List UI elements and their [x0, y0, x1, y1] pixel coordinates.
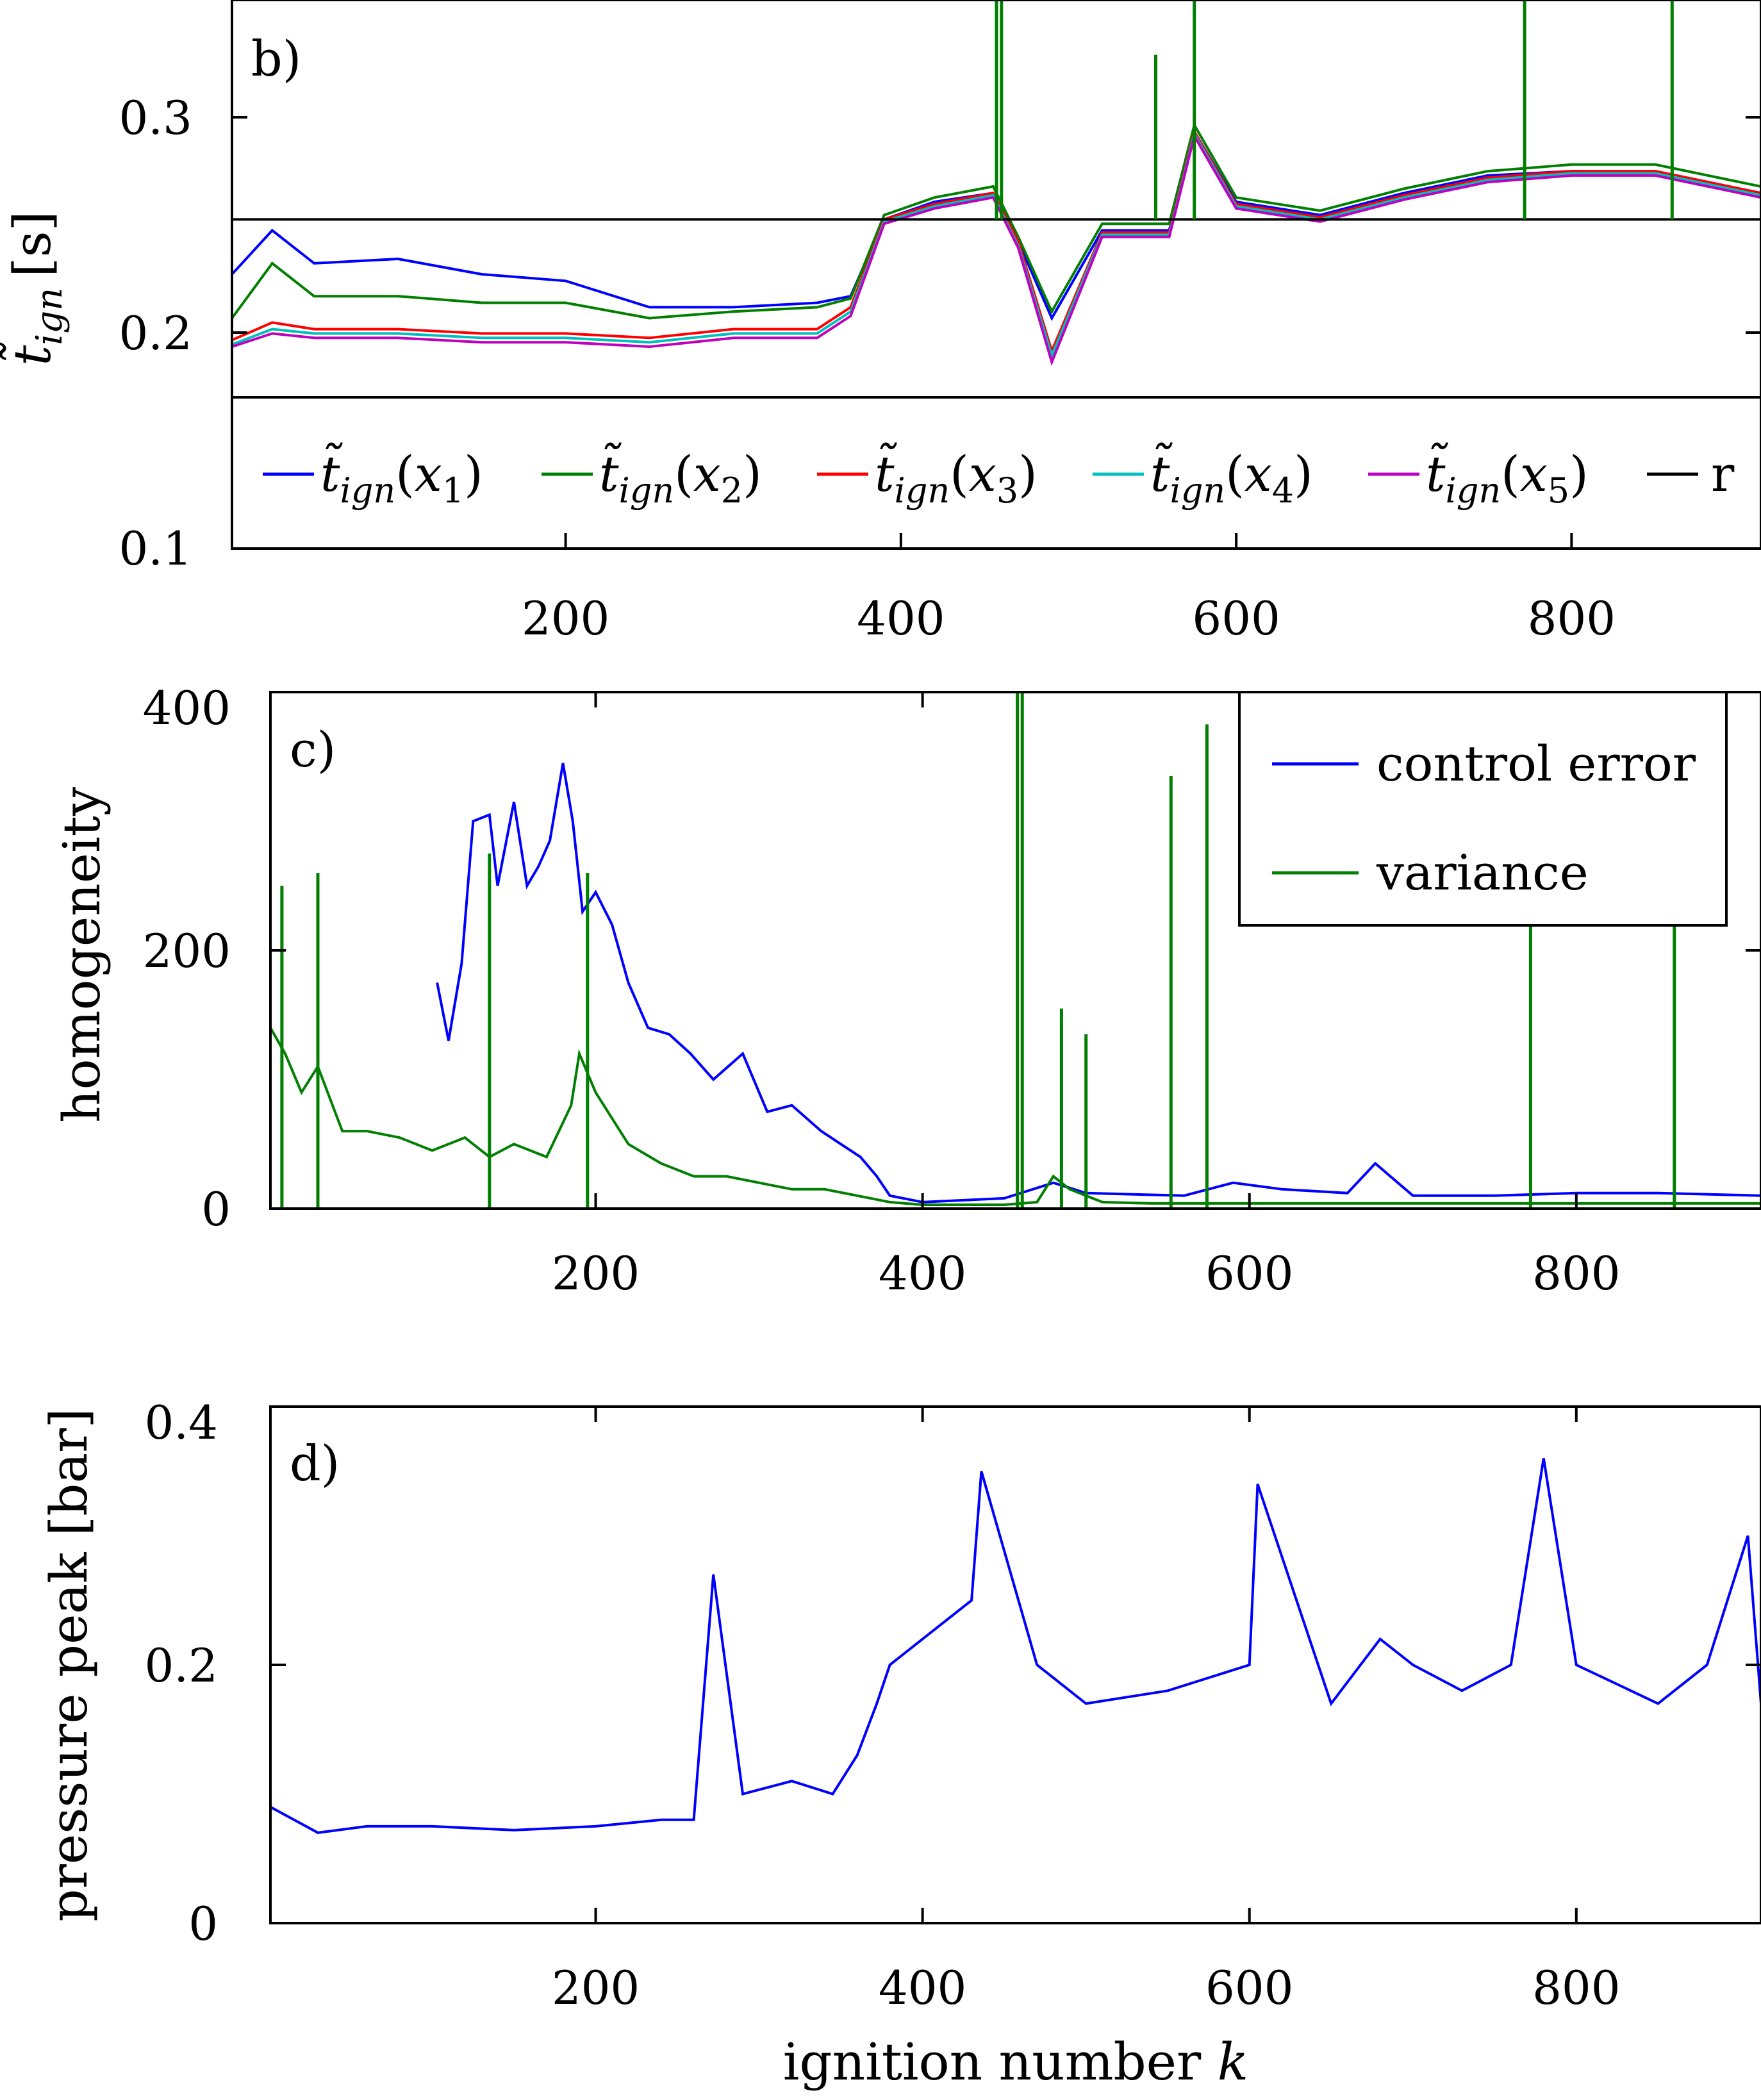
- panel-c-label: c): [290, 721, 336, 778]
- panel-d-xtick-label: 400: [879, 1961, 966, 2015]
- panel-c-series-line-2: [269, 1027, 1761, 1206]
- panel-c-xtick-label: 200: [552, 1246, 640, 1300]
- legend-entry-tign-x1: t̃ign(x1): [263, 442, 483, 511]
- panel-b-xticks: 200 400 600 800: [522, 533, 1616, 645]
- panel-c-ytick-label: 0: [201, 1182, 231, 1236]
- panel-d-ytick-label: 0.2: [144, 1639, 218, 1692]
- legend-label: t̃ign(x3): [875, 442, 1038, 511]
- panel-b-series-line-5: [231, 133, 1761, 367]
- panel-c-series: [269, 692, 1761, 1209]
- legend-entry-r: r: [1647, 445, 1735, 502]
- panel-d-xticks: 200 400 600 800: [552, 1407, 1621, 2015]
- panel-b-axes-frame: [231, 0, 1761, 550]
- panel-b-xtick-label: 200: [522, 591, 609, 645]
- panel-b-series-line-3: [231, 128, 1761, 355]
- panel-c-xtick-label: 600: [1205, 1246, 1293, 1300]
- panel-b-xtick-label: 800: [1528, 591, 1616, 645]
- panel-b-legend: t̃ign(x1) t̃ign(x2) t̃ign(x3) t̃ign(x4) …: [263, 442, 1735, 511]
- panel-d-series: [270, 1458, 1761, 1834]
- legend-label: t̃ign(x2): [599, 442, 762, 511]
- panel-b-xtick-label: 400: [857, 591, 945, 645]
- panel-d-xtick-label: 800: [1532, 1961, 1620, 2015]
- panel-c-series-line-1: [436, 763, 1761, 1203]
- panel-d-ytick-label: 0.4: [144, 1396, 218, 1450]
- legend-entry-tign-x4: t̃ign(x4): [1093, 442, 1313, 511]
- panel-d-ylabel: pressure peak [bar]: [39, 1408, 99, 1921]
- panel-c-ylabel: homogeneity: [52, 787, 112, 1123]
- panel-b-legend-box: [231, 396, 1761, 550]
- panel-b-yticks: 0.3 0.2 0.1: [119, 91, 1761, 575]
- panel-b: b) 0.3 0.2 0.1 200 400 600 800 t̃ign[s] t̃i…: [0, 0, 1761, 645]
- panel-c-ytick-label: 400: [143, 681, 231, 735]
- panel-d-xtick-label: 600: [1205, 1961, 1293, 2015]
- panel-d-xlabel: ignition number k: [783, 2032, 1248, 2092]
- panel-c-yticks: 400 200 0: [143, 681, 1761, 1236]
- panel-d-ytick-label: 0: [188, 1897, 218, 1951]
- panel-c-xtick-label: 400: [879, 1246, 966, 1300]
- panel-d-xtick-label: 200: [552, 1961, 640, 2015]
- legend-label-variance: variance: [1376, 844, 1589, 901]
- panel-b-ytick-label: 0.2: [119, 306, 192, 360]
- legend-label: t̃ign(x4): [1150, 442, 1313, 511]
- panel-d-axes-frame: [269, 1405, 1761, 1924]
- panel-b-series-line-2: [231, 121, 1761, 320]
- legend-entry-tign-x2: t̃ign(x2): [542, 442, 762, 511]
- panel-b-label: b): [251, 30, 301, 87]
- legend-label: t̃ign(x5): [1426, 442, 1589, 511]
- panel-d-series-line-1: [270, 1458, 1761, 1834]
- legend-label: r: [1711, 445, 1735, 502]
- panel-b-series: [231, 0, 1761, 367]
- panel-c-ytick-label: 200: [143, 924, 231, 978]
- legend-label: t̃ign(x1): [320, 442, 483, 511]
- panel-b-xtick-label: 600: [1192, 591, 1280, 645]
- panel-d-label: d): [290, 1435, 340, 1492]
- legend-label-control-error: control error: [1377, 735, 1696, 792]
- legend-entry-tign-x3: t̃ign(x3): [817, 442, 1038, 511]
- panel-d: d) 0.4 0.2 0 200 400 600 800 pressure peak …: [39, 1396, 1761, 2092]
- panel-c-xtick-label: 800: [1532, 1246, 1620, 1300]
- legend-entry-tign-x5: t̃ign(x5): [1368, 442, 1589, 511]
- panel-c-legend: control error variance: [1238, 691, 1728, 927]
- panel-c-legend-box: [1238, 691, 1728, 927]
- panel-b-ytick-label: 0.1: [119, 522, 192, 575]
- panel-b-ytick-label: 0.3: [119, 91, 192, 145]
- panel-b-series-line-4: [231, 130, 1761, 360]
- panel-b-ylabel: t̃ign[s]: [0, 211, 70, 365]
- panel-d-yticks: 0.4 0.2 0: [144, 1396, 1761, 1951]
- panel-c: c) 400 200 0 200 400 600 800 homogeneity co…: [52, 681, 1761, 1300]
- panel-c-xticks: 200 400 600 800: [552, 692, 1621, 1300]
